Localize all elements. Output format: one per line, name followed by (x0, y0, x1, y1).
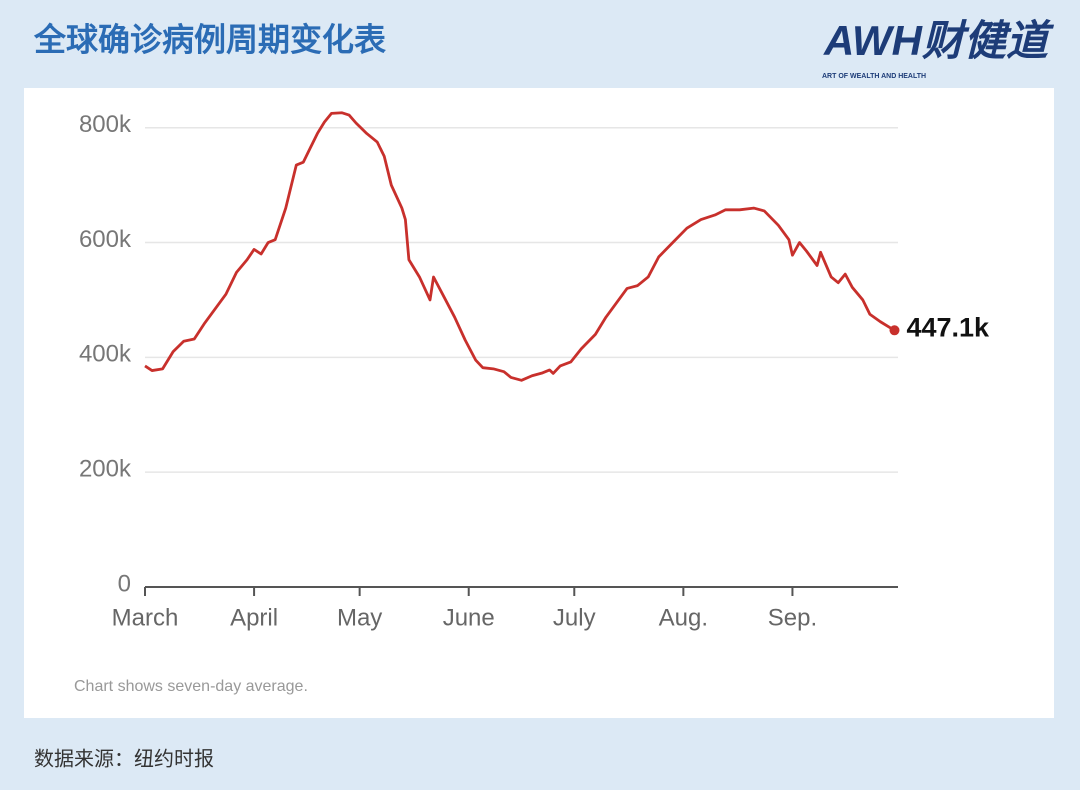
logo: AWH财健道 (823, 17, 1055, 64)
y-tick-label: 800k (79, 111, 132, 138)
chart-title: 全球确诊病例周期变化表 (33, 21, 386, 57)
x-tick-label: Aug. (659, 604, 708, 631)
chart-note: Chart shows seven-day average. (74, 678, 308, 695)
y-tick-label: 0 (118, 570, 131, 597)
y-tick-label: 200k (79, 456, 132, 483)
y-tick-label: 400k (79, 341, 132, 368)
chart-card (24, 88, 1054, 718)
end-point (889, 325, 900, 336)
source: 数据来源：纽约时报 (34, 747, 214, 770)
x-tick-label: Sep. (768, 604, 817, 631)
x-tick-label: April (230, 604, 278, 631)
end-label: 447.1k (906, 312, 990, 342)
line (144, 111, 896, 382)
y-tick-label: 600k (79, 226, 132, 253)
x-tick-label: June (443, 604, 495, 631)
logo-subtitle: ART OF WEALTH AND HEALTH (822, 73, 926, 80)
x-tick-label: May (337, 604, 382, 631)
x-tick-label: March (112, 604, 179, 631)
x-tick-label: July (553, 604, 596, 631)
